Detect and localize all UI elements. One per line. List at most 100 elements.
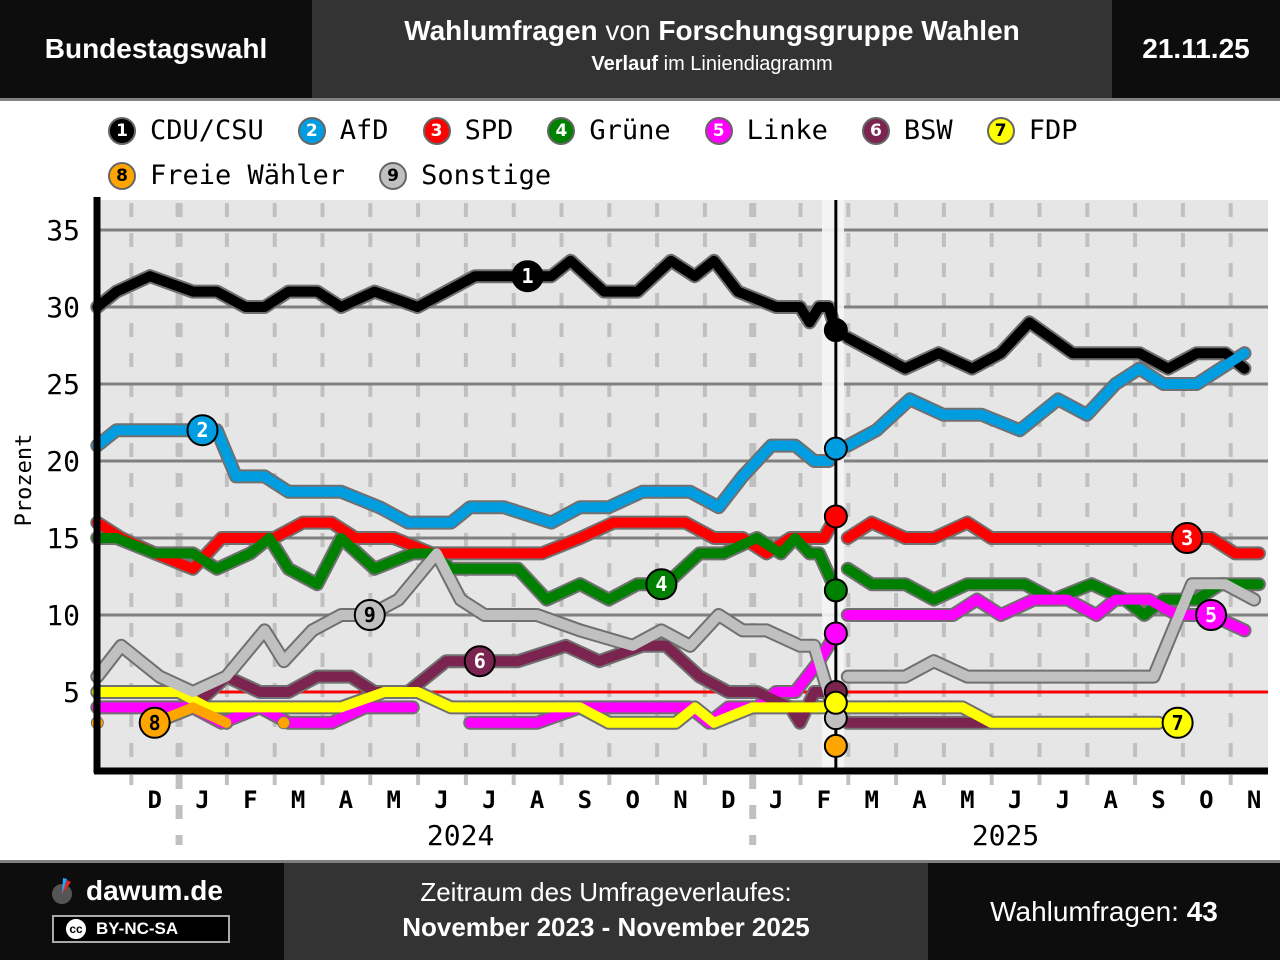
series-line-cdu-csu bbox=[842, 317, 1250, 374]
title-part-2: von bbox=[597, 15, 659, 46]
poll-count: Wahlumfragen: 43 bbox=[928, 863, 1280, 960]
title-part-1: Wahlumfragen bbox=[404, 15, 598, 46]
legend-label: Grüne bbox=[589, 115, 671, 146]
series-label-badge bbox=[463, 645, 496, 678]
legend-number-badge: 7 bbox=[986, 116, 1015, 145]
x-tick-label: M bbox=[291, 786, 305, 814]
footer-brand-block: dawum.de cc BY-NC-SA bbox=[0, 863, 284, 960]
year-label: 2024 bbox=[427, 819, 494, 852]
series-number-labels: 1 2 3 4 5 6 7 8 9 bbox=[138, 260, 1228, 739]
series-line-fdp bbox=[92, 687, 841, 728]
legend-number-badge: 5 bbox=[704, 116, 733, 145]
series-label-number: 5 bbox=[1205, 603, 1217, 627]
series-line-sonstige bbox=[842, 579, 1260, 682]
update-date: 21.11.25 bbox=[1112, 0, 1280, 98]
legend-number-badge: 9 bbox=[379, 161, 408, 190]
series-number-label: 6 bbox=[463, 645, 496, 678]
x-tick-label: F bbox=[243, 786, 257, 814]
x-tick-label: A bbox=[1103, 786, 1118, 814]
series-line-sonstige bbox=[92, 548, 841, 724]
series-line-gr-ne bbox=[92, 533, 841, 605]
subtitle-part-1: Verlauf bbox=[591, 53, 659, 75]
legend-label: Linke bbox=[746, 115, 828, 146]
series-number-label: 3 bbox=[1171, 522, 1204, 554]
series-label-badge bbox=[353, 599, 386, 631]
x-tick-label: J bbox=[769, 786, 783, 814]
series-number-label: 2 bbox=[186, 414, 219, 447]
series-label-badge bbox=[1171, 522, 1204, 554]
y-axis-label: Prozent bbox=[12, 434, 37, 527]
legend-label: AfD bbox=[339, 115, 389, 146]
series-number-label: 5 bbox=[1195, 599, 1228, 631]
chart-subtitle: Verlauf im Liniendiagramm bbox=[312, 53, 1112, 76]
legend-item: 1 CDU/CSU bbox=[108, 115, 264, 146]
series-line-spd bbox=[842, 517, 1264, 559]
legend-row: 8 Freie Wähler 9 Sonstige bbox=[108, 153, 1258, 198]
y-tick-label: 30 bbox=[46, 291, 80, 324]
creative-commons-icon: cc bbox=[64, 917, 88, 941]
series-label-number: 9 bbox=[364, 603, 376, 627]
horizontal-gridlines bbox=[97, 228, 1268, 617]
series-label-number: 1 bbox=[522, 264, 534, 288]
legend-row: 1 CDU/CSU 2 AfD 3 SPD 4 Grüne 5 Linke 6 BSW 7 FDP bbox=[108, 108, 1258, 153]
series-label-badge bbox=[511, 260, 544, 293]
election-result-marker bbox=[823, 504, 848, 529]
period-value: November 2023 - November 2025 bbox=[402, 912, 810, 942]
x-tick-label: M bbox=[960, 786, 974, 814]
x-tick-labels: D J F M A M J J A S O N D J F M A M J J A S O N 2024 2025 bbox=[147, 786, 1261, 852]
y-tick-label: 15 bbox=[46, 522, 80, 555]
election-result-marker bbox=[823, 318, 848, 343]
legend-label: SPD bbox=[464, 115, 514, 146]
series-line-gr-ne bbox=[842, 563, 1264, 620]
series-line-afd bbox=[842, 348, 1250, 451]
legend-label: BSW bbox=[903, 115, 953, 146]
y-tick-label: 35 bbox=[46, 214, 80, 247]
header: Bundestagswahl Wahlumfragen von Forschun… bbox=[0, 0, 1280, 98]
election-title: Bundestagswahl bbox=[0, 0, 312, 98]
x-tick-label: J bbox=[1056, 786, 1070, 814]
x-tick-label: A bbox=[530, 786, 545, 814]
series-line-afd bbox=[92, 425, 841, 528]
legend-item: 9 Sonstige bbox=[379, 160, 551, 191]
series-label-badge bbox=[138, 706, 171, 739]
series-label-number: 7 bbox=[1172, 711, 1184, 735]
election-result-marker bbox=[823, 578, 848, 603]
series-label-number: 6 bbox=[474, 649, 486, 673]
brand-name: dawum.de bbox=[86, 875, 223, 906]
series-number-label: 7 bbox=[1161, 706, 1194, 739]
x-tick-label: M bbox=[864, 786, 878, 814]
legend-item: 3 SPD bbox=[422, 115, 514, 146]
y-tick-label: 10 bbox=[46, 599, 80, 632]
license-badge[interactable]: cc BY-NC-SA bbox=[52, 915, 230, 943]
series-number-label: 9 bbox=[353, 599, 386, 631]
legend-number-badge: 8 bbox=[108, 161, 136, 190]
subtitle-part-2: im Liniendiagramm bbox=[658, 53, 833, 75]
x-tick-label: O bbox=[1199, 786, 1213, 814]
legend-label: CDU/CSU bbox=[150, 115, 264, 146]
series-label-badge bbox=[1161, 706, 1194, 739]
x-tick-label: M bbox=[386, 786, 400, 814]
poll-count-label: Wahlumfragen: bbox=[990, 895, 1187, 927]
legend-item: 5 Linke bbox=[704, 115, 828, 146]
series-label-number: 3 bbox=[1181, 526, 1193, 550]
chart-title-block: Wahlumfragen von Forschungsgruppe Wahlen… bbox=[312, 0, 1112, 98]
legend-number-badge: 4 bbox=[547, 116, 576, 145]
legend-item: 2 AfD bbox=[297, 115, 389, 146]
legend-label: FDP bbox=[1028, 115, 1078, 146]
election-result-marker bbox=[823, 621, 848, 646]
x-tick-label: A bbox=[339, 786, 354, 814]
legend-item: 6 BSW bbox=[861, 115, 953, 146]
series-number-label: 8 bbox=[138, 706, 171, 739]
series-label-number: 4 bbox=[655, 572, 667, 596]
x-tick-label: J bbox=[434, 786, 448, 814]
dawum-logo-icon bbox=[52, 878, 72, 904]
y-tick-label: 20 bbox=[46, 445, 80, 478]
legend-number-badge: 2 bbox=[297, 116, 326, 145]
y-tick-label: 5 bbox=[63, 676, 80, 709]
x-tick-label: N bbox=[1247, 786, 1261, 814]
y-tick-label: 25 bbox=[46, 368, 80, 401]
chart-title: Wahlumfragen von Forschungsgruppe Wahlen bbox=[312, 15, 1112, 47]
brand-link[interactable]: dawum.de bbox=[50, 875, 223, 907]
pollster-name: Forschungsgruppe Wahlen bbox=[658, 15, 1020, 46]
